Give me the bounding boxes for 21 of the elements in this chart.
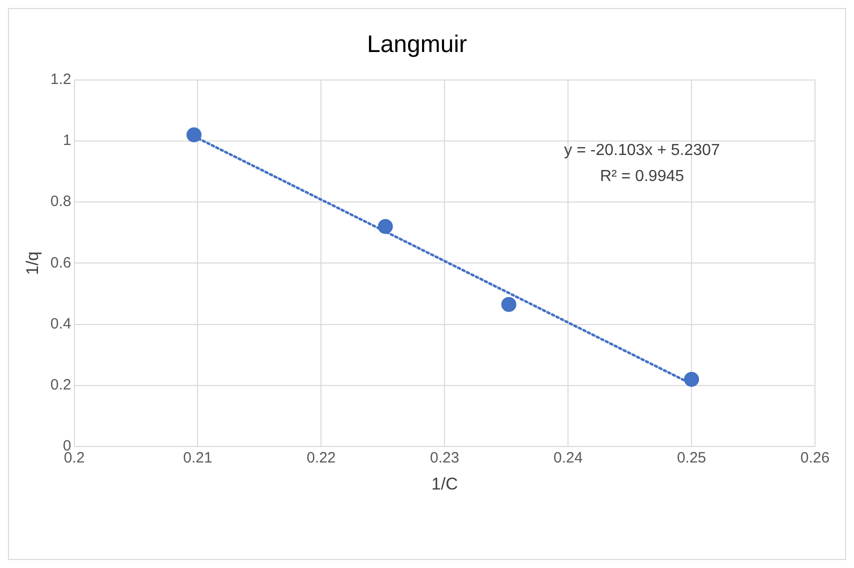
annotation: y = -20.103x + 5.2307 [564, 142, 720, 160]
y-axis-title: 1/q [22, 251, 42, 276]
y-tick-label: 1.2 [50, 70, 72, 88]
x-tick-label: 0.25 [676, 450, 706, 467]
y-tick-label: 0.8 [50, 193, 72, 210]
x-axis-title: 1/C [431, 474, 458, 494]
y-tick-label: 0.2 [50, 376, 72, 394]
y-tick-label: 1 [62, 132, 72, 150]
point [684, 372, 700, 387]
chart-title: Langmuir [366, 31, 468, 58]
x-tick-label: 0.24 [553, 450, 583, 467]
x-tick-label: 0.23 [430, 450, 460, 467]
y-tick-label: 0.6 [50, 254, 72, 272]
x-tick-label: 0.21 [183, 450, 212, 467]
y-tick-label: 0.4 [50, 315, 72, 332]
x-tick-label: 0.22 [306, 450, 336, 467]
point [186, 127, 202, 142]
annotation: R² = 0.9945 [600, 168, 684, 186]
point [378, 219, 393, 234]
point [501, 296, 516, 312]
x-tick-label: 0.26 [800, 450, 830, 467]
